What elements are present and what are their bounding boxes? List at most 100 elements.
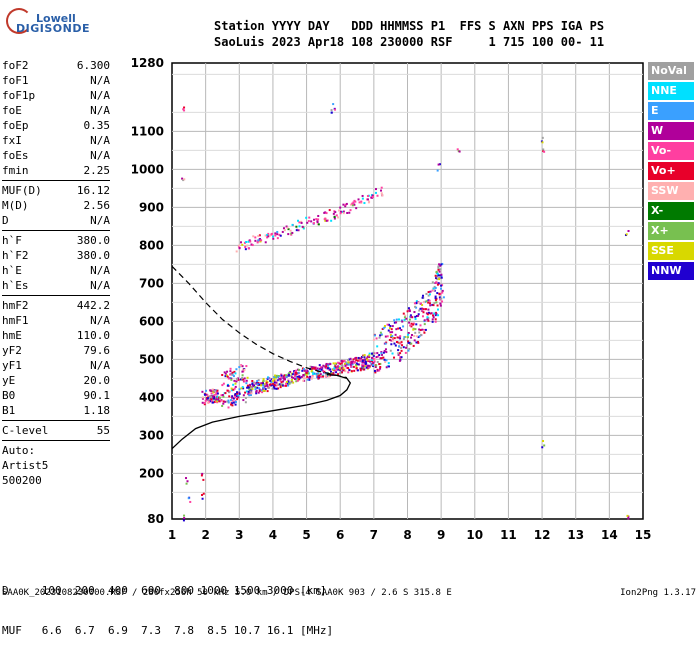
echo-point [439, 302, 442, 305]
echo-point [413, 334, 416, 337]
echo-point [223, 371, 226, 374]
echo-point [358, 363, 361, 366]
echo-point [441, 289, 444, 292]
echo-point [366, 364, 369, 367]
legend-item: E [648, 102, 694, 120]
echo-point [435, 271, 438, 274]
echo-point [266, 390, 269, 393]
echo-point [434, 274, 437, 277]
x-tick-label: 5 [302, 528, 310, 542]
echo-point [432, 289, 435, 292]
echo-point [399, 352, 402, 355]
echo-point [404, 314, 407, 317]
echo-point [394, 344, 397, 347]
param-label: hmE [2, 329, 22, 342]
parameter-panel: foF2 6.300 foF1 N/A foF1p N/A foE N/A foEp 0.35 fx… [2, 58, 110, 488]
echo-point [251, 388, 254, 391]
echo-point [243, 377, 246, 380]
echo-point [232, 388, 235, 391]
echo-point [226, 400, 229, 403]
echo-point [221, 384, 224, 387]
echo-point [362, 355, 365, 358]
echo-point [276, 230, 279, 233]
echo-point [355, 367, 358, 370]
echo-point [344, 361, 347, 364]
echo-point [418, 309, 421, 312]
echo-point [332, 103, 335, 106]
echo-point [421, 303, 424, 306]
echo-point [325, 365, 328, 368]
echo-point [232, 383, 235, 386]
echo-point [239, 365, 242, 368]
echo-point [211, 389, 214, 392]
echo-point [235, 377, 238, 380]
echo-point [227, 406, 230, 409]
echo-point [372, 361, 375, 364]
echo-point [205, 396, 208, 399]
echo-point [280, 383, 283, 386]
echo-point [221, 373, 224, 376]
echo-point [248, 239, 251, 242]
echo-point [305, 377, 308, 380]
echo-point [235, 395, 238, 398]
echo-point [431, 281, 434, 284]
logo-line1: Lowell [36, 12, 76, 25]
echo-point [330, 111, 333, 114]
echo-point [348, 358, 351, 361]
echo-point [266, 385, 269, 388]
echo-point [254, 388, 257, 391]
echo-point [421, 328, 424, 331]
echo-point [360, 201, 363, 204]
x-tick-label: 8 [403, 528, 411, 542]
echo-point [399, 356, 402, 359]
echo-point [379, 357, 382, 360]
echo-point [254, 236, 257, 239]
echo-point [209, 389, 212, 392]
echo-point [299, 376, 302, 379]
header-line-1: Station YYYY DAY DDD HHMMSS P1 FFS S AXN… [214, 19, 605, 33]
echo-point [363, 364, 366, 367]
echo-point [398, 318, 401, 321]
echo-point [310, 370, 313, 373]
echo-point [333, 367, 336, 370]
echo-point [391, 339, 394, 342]
echo-point [243, 380, 246, 383]
echo-point [324, 219, 327, 222]
echo-point [268, 234, 271, 237]
echo-point [243, 241, 246, 244]
echo-point [209, 397, 212, 400]
echo-point [397, 349, 400, 352]
echo-point [276, 237, 279, 240]
echo-point [269, 379, 272, 382]
echo-point [298, 221, 301, 224]
echo-point [274, 232, 277, 235]
y-tick-label: 80 [147, 512, 164, 526]
echo-point [222, 395, 225, 398]
param-divider [2, 230, 110, 231]
echo-point [290, 381, 293, 384]
echo-point [210, 398, 213, 401]
echo-point [325, 372, 328, 375]
echo-point [319, 375, 322, 378]
echo-point [285, 380, 288, 383]
x-tick-label: 9 [437, 528, 445, 542]
echo-point [205, 393, 208, 396]
echo-point [215, 400, 218, 403]
param-label: fmin [2, 164, 29, 177]
echo-point [361, 361, 364, 364]
echo-point [365, 357, 368, 360]
echo-point [206, 398, 209, 401]
echo-point [371, 195, 374, 198]
echo-point [240, 241, 243, 244]
echo-point [456, 148, 459, 151]
ionogram-plot: 1 2 3 4 5 6 7 8 9 10 11 12 13 14 158020030040050060070… [131, 56, 652, 542]
echo-point [424, 300, 427, 303]
echo-point [376, 345, 379, 348]
echo-point [426, 316, 429, 319]
echo-point [403, 318, 406, 321]
echo-point [342, 210, 345, 213]
echo-point [356, 369, 359, 372]
echo-point [438, 292, 441, 295]
echo-point [345, 202, 348, 205]
param-value: 16.12 [76, 184, 110, 197]
